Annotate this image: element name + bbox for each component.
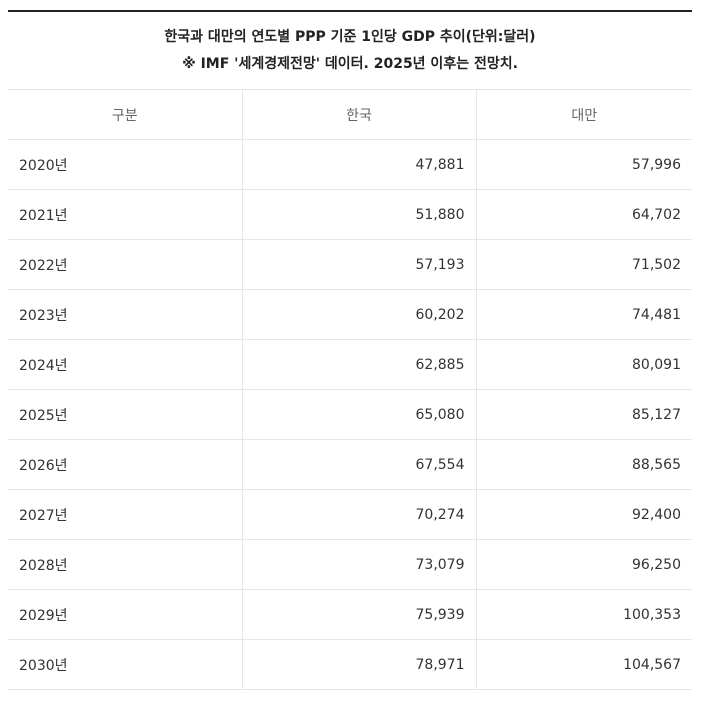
korea-value: 62,885 — [241, 339, 476, 390]
table-row: 2023년 60,202 74,481 — [8, 289, 692, 340]
caption-note: ※ IMF '세계경제전망' 데이터. 2025년 이후는 전망치. — [182, 56, 518, 72]
table-row: 2027년 70,274 92,400 — [8, 489, 692, 540]
taiwan-value: 104,567 — [475, 639, 692, 690]
korea-value: 67,554 — [241, 439, 476, 490]
taiwan-value: 71,502 — [475, 239, 692, 290]
caption-title: 한국과 대만의 연도별 PPP 기준 1인당 GDP 추이(단위:달러) — [164, 29, 536, 45]
year-cell: 2020년 — [8, 139, 242, 190]
year-cell: 2021년 — [8, 189, 242, 240]
year-cell: 2029년 — [8, 589, 242, 640]
korea-value: 70,274 — [241, 489, 476, 540]
year-cell: 2028년 — [8, 539, 242, 590]
korea-value: 57,193 — [241, 239, 476, 290]
gdp-table: 구분 한국 대만 2020년 47,881 57,996 2021년 51,88… — [8, 89, 692, 690]
table-caption: 한국과 대만의 연도별 PPP 기준 1인당 GDP 추이(단위:달러) ※ I… — [8, 24, 692, 78]
year-cell: 2022년 — [8, 239, 242, 290]
table-row: 2030년 78,971 104,567 — [8, 639, 692, 690]
top-rule — [8, 10, 692, 12]
header-korea: 한국 — [241, 89, 476, 140]
korea-value: 75,939 — [241, 589, 476, 640]
year-cell: 2030년 — [8, 639, 242, 690]
table-row: 2024년 62,885 80,091 — [8, 339, 692, 390]
table-row: 2026년 67,554 88,565 — [8, 439, 692, 490]
korea-value: 78,971 — [241, 639, 476, 690]
taiwan-value: 96,250 — [475, 539, 692, 590]
year-cell: 2025년 — [8, 389, 242, 440]
korea-value: 65,080 — [241, 389, 476, 440]
header-category: 구분 — [8, 89, 242, 140]
year-cell: 2026년 — [8, 439, 242, 490]
table-row: 2021년 51,880 64,702 — [8, 189, 692, 240]
header-row: 구분 한국 대만 — [8, 89, 692, 140]
taiwan-value: 57,996 — [475, 139, 692, 190]
taiwan-value: 92,400 — [475, 489, 692, 540]
korea-value: 47,881 — [241, 139, 476, 190]
taiwan-value: 100,353 — [475, 589, 692, 640]
taiwan-value: 74,481 — [475, 289, 692, 340]
year-cell: 2027년 — [8, 489, 242, 540]
table-row: 2022년 57,193 71,502 — [8, 239, 692, 290]
taiwan-value: 85,127 — [475, 389, 692, 440]
table-row: 2025년 65,080 85,127 — [8, 389, 692, 440]
table-row: 2020년 47,881 57,996 — [8, 139, 692, 190]
table-row: 2029년 75,939 100,353 — [8, 589, 692, 640]
year-cell: 2023년 — [8, 289, 242, 340]
taiwan-value: 80,091 — [475, 339, 692, 390]
year-cell: 2024년 — [8, 339, 242, 390]
korea-value: 51,880 — [241, 189, 476, 240]
header-taiwan: 대만 — [475, 89, 692, 140]
taiwan-value: 64,702 — [475, 189, 692, 240]
table-row: 2028년 73,079 96,250 — [8, 539, 692, 590]
korea-value: 60,202 — [241, 289, 476, 340]
korea-value: 73,079 — [241, 539, 476, 590]
taiwan-value: 88,565 — [475, 439, 692, 490]
